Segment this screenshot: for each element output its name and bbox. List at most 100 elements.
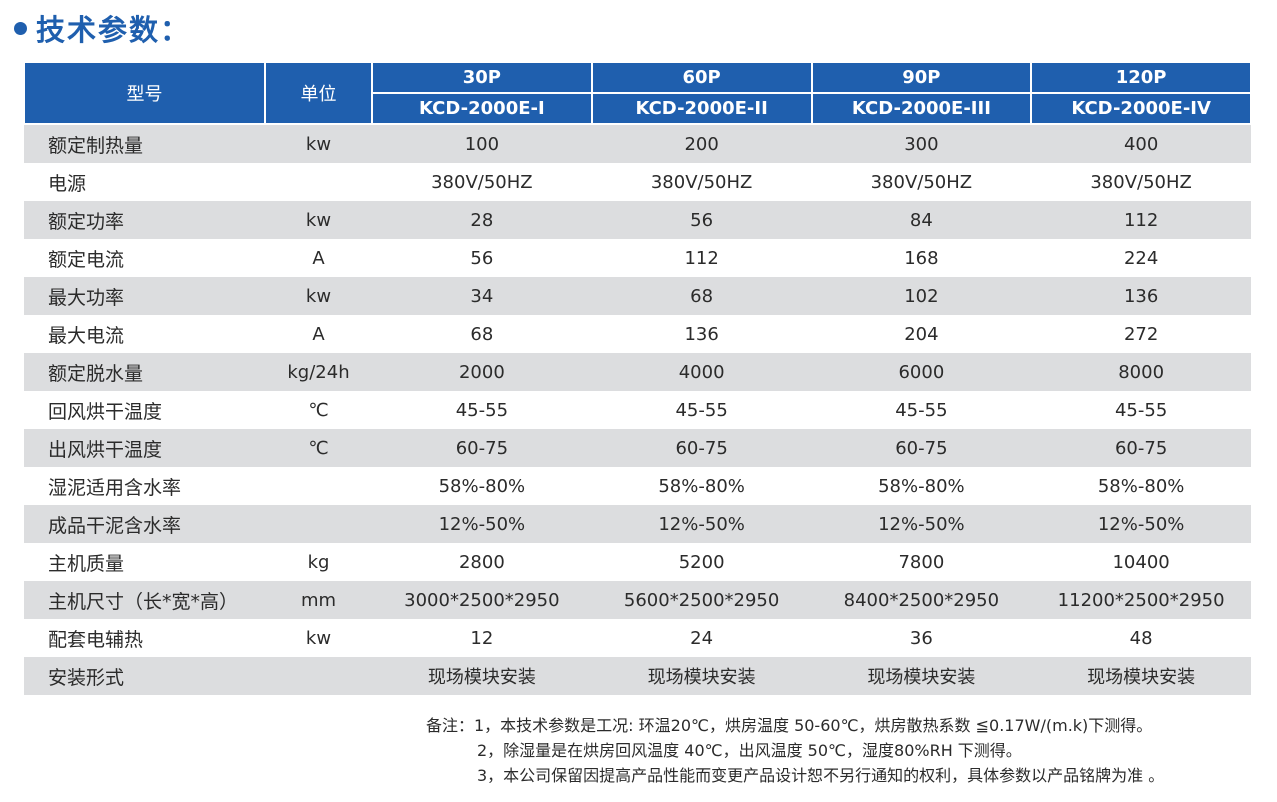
row-value-cell: 5200	[591, 543, 812, 581]
row-value-cell: 84	[811, 201, 1032, 239]
row-value-cell: 300	[811, 124, 1032, 163]
row-value-cell: 3000*2500*2950	[372, 581, 592, 619]
row-value-cell: 5600*2500*2950	[591, 581, 812, 619]
row-value-cell: 2800	[372, 543, 592, 581]
row-value-cell: 11200*2500*2950	[1031, 581, 1251, 619]
row-name-cell: 湿泥适用含水率	[24, 467, 265, 505]
table-row: 湿泥适用含水率 58%-80% 58%-80% 58%-80% 58%-80%	[24, 467, 1251, 505]
table-row: 主机质量 kg 2800 5200 7800 10400	[24, 543, 1251, 581]
row-value-cell: 380V/50HZ	[811, 163, 1032, 201]
row-value-cell: 36	[811, 619, 1032, 657]
row-unit-cell	[265, 163, 372, 201]
row-unit-cell: kw	[265, 124, 372, 163]
row-value-cell: 45-55	[1031, 391, 1251, 429]
note-line-2: 2，除湿量是在烘房回风温度 40℃，出风温度 50℃，湿度80%RH 下测得。	[477, 741, 1022, 760]
row-name-cell: 额定脱水量	[24, 353, 265, 391]
row-value-cell: 45-55	[372, 391, 592, 429]
row-name-cell: 安装形式	[24, 657, 265, 695]
row-value-cell: 102	[811, 277, 1032, 315]
row-value-cell: 34	[372, 277, 592, 315]
row-value-cell: 60-75	[591, 429, 812, 467]
table-row: 出风烘干温度 ℃ 60-75 60-75 60-75 60-75	[24, 429, 1251, 467]
row-value-cell: 380V/50HZ	[1031, 163, 1251, 201]
row-value-cell: 45-55	[811, 391, 1032, 429]
table-row: 回风烘干温度 ℃ 45-55 45-55 45-55 45-55	[24, 391, 1251, 429]
row-value-cell: 200	[591, 124, 812, 163]
row-name-cell: 配套电辅热	[24, 619, 265, 657]
row-value-cell: 136	[591, 315, 812, 353]
row-unit-cell: ℃	[265, 429, 372, 467]
row-value-cell: 7800	[811, 543, 1032, 581]
row-value-cell: 112	[1031, 201, 1251, 239]
row-name-cell: 额定功率	[24, 201, 265, 239]
table-body: 额定制热量 kw 100 200 300 400 电源 380V/50HZ 380V/50HZ 3…	[24, 124, 1251, 695]
row-unit-cell: kw	[265, 277, 372, 315]
row-value-cell: 2000	[372, 353, 592, 391]
row-value-cell: 224	[1031, 239, 1251, 277]
row-name-cell: 电源	[24, 163, 265, 201]
row-value-cell: 现场模块安装	[591, 657, 812, 695]
row-value-cell: 68	[372, 315, 592, 353]
row-value-cell: 56	[591, 201, 812, 239]
row-value-cell: 112	[591, 239, 812, 277]
row-name-cell: 最大功率	[24, 277, 265, 315]
row-unit-cell: kw	[265, 619, 372, 657]
row-unit-cell: A	[265, 239, 372, 277]
row-unit-cell	[265, 505, 372, 543]
row-name-cell: 额定电流	[24, 239, 265, 277]
header-model-label: 型号	[23, 61, 266, 125]
row-value-cell: 12	[372, 619, 592, 657]
row-value-cell: 12%-50%	[591, 505, 812, 543]
table-row: 最大功率 kw 34 68 102 136	[24, 277, 1251, 315]
row-value-cell: 58%-80%	[372, 467, 592, 505]
row-value-cell: 4000	[591, 353, 812, 391]
row-value-cell: 56	[372, 239, 592, 277]
row-value-cell: 58%-80%	[811, 467, 1032, 505]
row-name-cell: 最大电流	[24, 315, 265, 353]
header-power-4: 120P	[1030, 61, 1252, 94]
note-line-1: 备注：1，本技术参数是工况: 环温20℃，烘房温度 50-60℃，烘房散热系数 …	[426, 716, 1153, 735]
row-value-cell: 48	[1031, 619, 1251, 657]
row-value-cell: 8000	[1031, 353, 1251, 391]
row-value-cell: 24	[591, 619, 812, 657]
header-power-2: 60P	[590, 61, 813, 94]
row-value-cell: 10400	[1031, 543, 1251, 581]
row-value-cell: 400	[1031, 124, 1251, 163]
table-row: 成品干泥含水率 12%-50% 12%-50% 12%-50% 12%-50%	[24, 505, 1251, 543]
row-value-cell: 6000	[811, 353, 1032, 391]
row-name-cell: 主机质量	[24, 543, 265, 581]
row-value-cell: 12%-50%	[1031, 505, 1251, 543]
row-value-cell: 204	[811, 315, 1032, 353]
row-unit-cell: mm	[265, 581, 372, 619]
row-value-cell: 168	[811, 239, 1032, 277]
row-unit-cell: A	[265, 315, 372, 353]
row-name-cell: 出风烘干温度	[24, 429, 265, 467]
header-code-2: KCD-2000E-II	[590, 92, 813, 125]
section-heading: 技术参数：	[14, 8, 191, 48]
table-header: 型号 单位 30P 60P 90P 120P KCD-2000E-I KCD-2…	[23, 61, 1252, 125]
row-unit-cell	[265, 467, 372, 505]
spec-table: 型号 单位 30P 60P 90P 120P KCD-2000E-I KCD-2…	[23, 61, 1252, 695]
row-value-cell: 272	[1031, 315, 1251, 353]
row-name-cell: 主机尺寸（长*宽*高）	[24, 581, 265, 619]
row-value-cell: 58%-80%	[1031, 467, 1251, 505]
row-unit-cell: kw	[265, 201, 372, 239]
row-unit-cell	[265, 657, 372, 695]
row-value-cell: 12%-50%	[811, 505, 1032, 543]
row-value-cell: 68	[591, 277, 812, 315]
header-code-3: KCD-2000E-III	[810, 92, 1033, 125]
row-value-cell: 100	[372, 124, 592, 163]
row-name-cell: 额定制热量	[24, 124, 265, 163]
row-value-cell: 12%-50%	[372, 505, 592, 543]
table-row: 配套电辅热 kw 12 24 36 48	[24, 619, 1251, 657]
row-value-cell: 380V/50HZ	[591, 163, 812, 201]
row-unit-cell: kg	[265, 543, 372, 581]
note-line-3: 3，本公司保留因提高产品性能而变更产品设计恕不另行通知的权利，具体参数以产品铭牌…	[477, 766, 1165, 785]
table-row: 额定电流 A 56 112 168 224	[24, 239, 1251, 277]
notes: 备注：1，本技术参数是工况: 环温20℃，烘房温度 50-60℃，烘房散热系数 …	[426, 713, 1164, 788]
row-value-cell: 60-75	[372, 429, 592, 467]
header-code-1: KCD-2000E-I	[371, 92, 593, 125]
table-row: 额定功率 kw 28 56 84 112	[24, 201, 1251, 239]
header-code-4: KCD-2000E-IV	[1030, 92, 1252, 125]
row-value-cell: 现场模块安装	[811, 657, 1032, 695]
